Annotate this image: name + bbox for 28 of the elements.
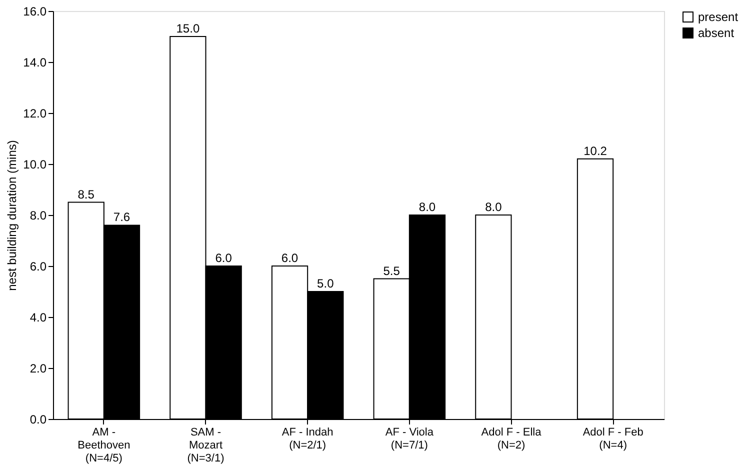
y-tick-label: 12.0 xyxy=(23,106,47,120)
x-tick-label: Adol F - Feb (N=4) xyxy=(582,426,644,452)
x-tick-label: Adol F - Ella (N=2) xyxy=(481,426,542,452)
x-tick-label: AM - Beethoven (N=4/5) xyxy=(78,426,130,464)
data-label: 8.5 xyxy=(78,187,95,202)
x-tick-label: AF - Indah (N=2/1) xyxy=(282,426,334,452)
data-label: 6.0 xyxy=(215,251,232,265)
legend-label: absent xyxy=(698,26,735,40)
y-tick-label: 8.0 xyxy=(30,208,47,222)
data-label: 5.0 xyxy=(317,276,334,290)
legend-label: present xyxy=(698,10,739,24)
y-tick-label: 0.0 xyxy=(30,412,47,426)
data-label: 10.2 xyxy=(584,144,608,158)
y-tick-label: 2.0 xyxy=(30,362,47,376)
data-label: 15.0 xyxy=(176,22,200,36)
x-tick-label: AF - Viola (N=7/1) xyxy=(385,426,434,452)
x-tick-label: SAM - Mozart (N=3/1) xyxy=(187,426,224,464)
y-tick-label: 14.0 xyxy=(23,56,47,70)
y-tick-label: 10.0 xyxy=(23,158,47,172)
y-axis-title: nest building duration (mins) xyxy=(5,140,20,291)
data-label: 8.0 xyxy=(418,200,436,214)
y-tick-label: 4.0 xyxy=(30,310,47,324)
y-tick-label: 16.0 xyxy=(23,4,47,18)
data-label: 5.5 xyxy=(383,264,400,278)
data-label: 8.0 xyxy=(485,200,502,214)
data-label: 6.0 xyxy=(281,251,298,265)
y-tick-label: 6.0 xyxy=(30,260,47,274)
data-label: 7.6 xyxy=(113,210,130,224)
